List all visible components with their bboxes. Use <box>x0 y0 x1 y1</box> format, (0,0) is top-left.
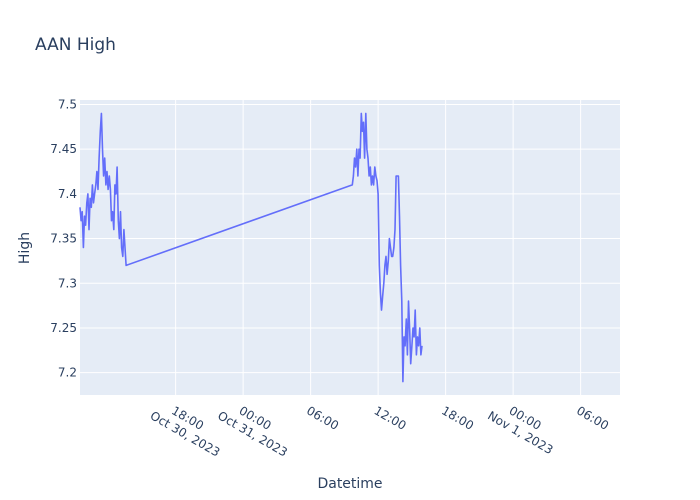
y-tick-label: 7.4 <box>58 187 77 201</box>
y-tick-label: 7.45 <box>50 142 77 156</box>
y-tick-label: 7.2 <box>58 366 77 380</box>
y-tick-label: 7.25 <box>50 321 77 335</box>
series-line-high <box>79 112 423 383</box>
plot-area <box>80 100 620 395</box>
series-layer <box>79 112 423 383</box>
y-tick-label: 7.3 <box>58 276 77 290</box>
y-axis-ticks: 7.2 7.25 7.3 7.35 7.4 7.45 7.5 <box>50 97 77 379</box>
grid-lines <box>80 100 620 395</box>
x-axis-title: Datetime <box>317 476 382 492</box>
chart-title: AAN High <box>35 35 116 55</box>
y-tick-label: 7.5 <box>58 97 77 111</box>
y-tick-label: 7.35 <box>50 232 77 246</box>
y-axis-title: High <box>17 232 33 264</box>
